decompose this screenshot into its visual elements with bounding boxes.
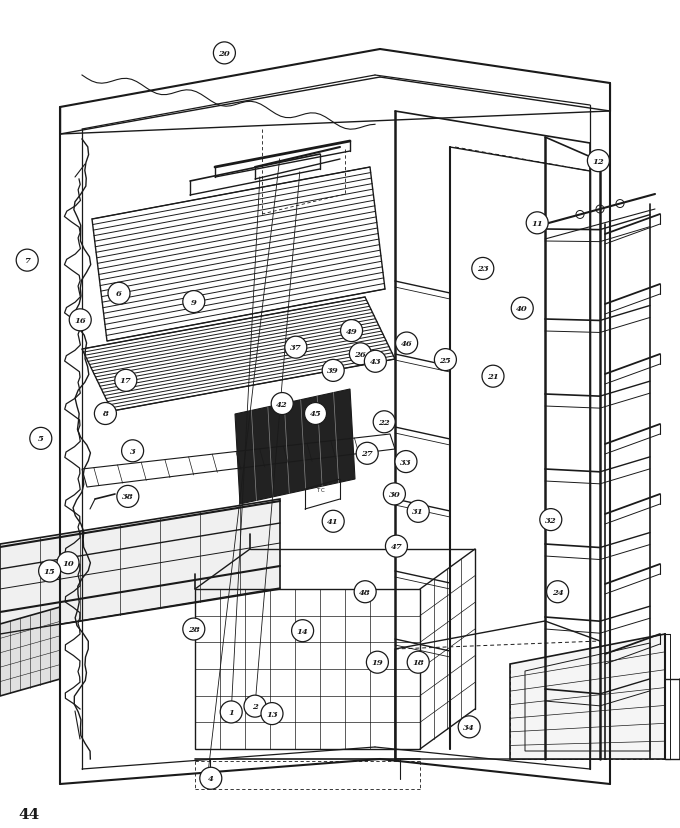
Text: 12: 12 bbox=[592, 157, 605, 166]
Circle shape bbox=[200, 768, 222, 789]
Text: 3: 3 bbox=[130, 447, 135, 455]
Text: 43: 43 bbox=[369, 358, 381, 366]
Text: 20: 20 bbox=[218, 50, 231, 58]
Text: 34: 34 bbox=[463, 723, 475, 731]
Text: 11: 11 bbox=[531, 219, 543, 228]
Text: 49: 49 bbox=[345, 327, 358, 335]
Text: 18: 18 bbox=[412, 658, 424, 667]
Circle shape bbox=[367, 652, 388, 673]
Text: 46: 46 bbox=[401, 339, 413, 348]
Circle shape bbox=[341, 320, 362, 342]
Text: 48: 48 bbox=[359, 588, 371, 596]
Text: 47: 47 bbox=[390, 542, 403, 551]
Circle shape bbox=[115, 370, 137, 392]
Circle shape bbox=[117, 486, 139, 508]
Polygon shape bbox=[0, 499, 280, 634]
Circle shape bbox=[482, 366, 504, 388]
Circle shape bbox=[435, 349, 456, 371]
Text: 30: 30 bbox=[388, 490, 401, 498]
Circle shape bbox=[354, 581, 376, 603]
Circle shape bbox=[384, 484, 405, 505]
Text: 14: 14 bbox=[296, 627, 309, 635]
Text: 16: 16 bbox=[74, 316, 86, 325]
Circle shape bbox=[95, 403, 116, 425]
Text: 33: 33 bbox=[400, 458, 412, 466]
Circle shape bbox=[547, 581, 568, 603]
Text: 13: 13 bbox=[266, 710, 278, 718]
Text: 22: 22 bbox=[378, 418, 390, 426]
Text: 1: 1 bbox=[228, 708, 234, 716]
Text: 38: 38 bbox=[122, 493, 134, 501]
Polygon shape bbox=[0, 607, 60, 696]
Text: 2: 2 bbox=[252, 702, 258, 710]
Text: 5: 5 bbox=[38, 435, 44, 443]
Text: 6: 6 bbox=[116, 290, 122, 298]
Circle shape bbox=[57, 552, 79, 574]
Text: 27: 27 bbox=[361, 450, 373, 458]
Text: 8: 8 bbox=[103, 410, 108, 418]
Circle shape bbox=[30, 428, 52, 450]
Circle shape bbox=[540, 509, 562, 531]
Circle shape bbox=[526, 213, 548, 234]
Text: 32: 32 bbox=[545, 516, 557, 524]
Circle shape bbox=[511, 298, 533, 320]
Circle shape bbox=[322, 360, 344, 382]
Circle shape bbox=[244, 696, 266, 717]
Circle shape bbox=[292, 620, 313, 642]
Text: 40: 40 bbox=[516, 305, 528, 313]
Text: 10: 10 bbox=[62, 559, 74, 567]
Text: 19: 19 bbox=[371, 658, 384, 667]
Text: 41: 41 bbox=[327, 518, 339, 526]
Text: 45: 45 bbox=[309, 410, 322, 418]
Text: 31: 31 bbox=[412, 508, 424, 516]
Circle shape bbox=[122, 440, 143, 462]
Circle shape bbox=[214, 43, 235, 65]
Text: 37: 37 bbox=[290, 344, 302, 352]
Text: 9: 9 bbox=[191, 298, 197, 306]
Text: 44: 44 bbox=[18, 807, 39, 821]
Circle shape bbox=[350, 344, 371, 365]
Text: T C: T C bbox=[316, 488, 324, 493]
Circle shape bbox=[407, 652, 429, 673]
Circle shape bbox=[39, 561, 61, 582]
Circle shape bbox=[373, 412, 395, 433]
Text: 4: 4 bbox=[208, 774, 214, 782]
Circle shape bbox=[261, 703, 283, 724]
Circle shape bbox=[305, 403, 326, 425]
Text: 7: 7 bbox=[24, 257, 30, 265]
Text: 24: 24 bbox=[551, 588, 564, 596]
Circle shape bbox=[395, 451, 417, 473]
Circle shape bbox=[364, 351, 386, 373]
Polygon shape bbox=[235, 389, 355, 504]
Circle shape bbox=[108, 283, 130, 305]
Circle shape bbox=[407, 501, 429, 522]
Circle shape bbox=[183, 291, 205, 313]
Circle shape bbox=[16, 250, 38, 272]
Text: 23: 23 bbox=[477, 265, 489, 273]
Text: 15: 15 bbox=[44, 567, 56, 575]
Circle shape bbox=[472, 258, 494, 280]
Circle shape bbox=[285, 337, 307, 359]
Text: 25: 25 bbox=[439, 356, 452, 364]
Circle shape bbox=[396, 333, 418, 354]
Polygon shape bbox=[510, 634, 665, 759]
Text: 26: 26 bbox=[354, 350, 367, 359]
Circle shape bbox=[183, 619, 205, 640]
Text: 17: 17 bbox=[120, 377, 132, 385]
Circle shape bbox=[458, 716, 480, 738]
Circle shape bbox=[220, 701, 242, 723]
Circle shape bbox=[588, 151, 609, 172]
Circle shape bbox=[69, 310, 91, 331]
Circle shape bbox=[271, 393, 293, 415]
Text: 28: 28 bbox=[188, 625, 200, 633]
Text: 21: 21 bbox=[487, 373, 499, 381]
Circle shape bbox=[356, 443, 378, 465]
Circle shape bbox=[386, 536, 407, 557]
Text: 42: 42 bbox=[276, 400, 288, 408]
Circle shape bbox=[322, 511, 344, 532]
Text: 39: 39 bbox=[327, 367, 339, 375]
